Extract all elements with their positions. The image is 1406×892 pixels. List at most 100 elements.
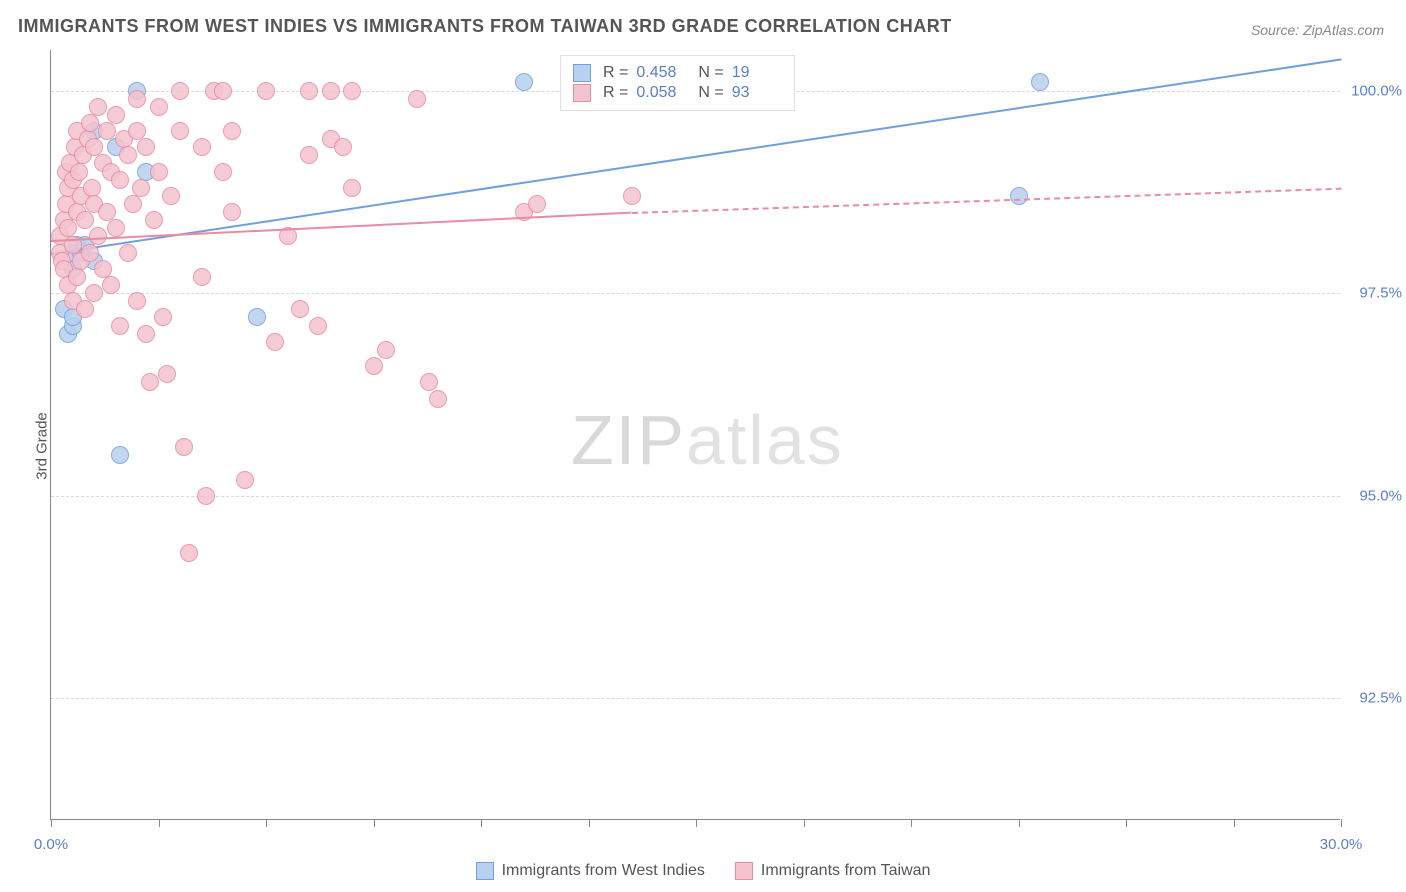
chart-title: IMMIGRANTS FROM WEST INDIES VS IMMIGRANT…	[18, 16, 952, 37]
data-point	[193, 138, 211, 156]
stats-row: R =0.058N =93	[573, 84, 782, 102]
legend-item-west-indies: Immigrants from West Indies	[476, 862, 705, 880]
data-point	[154, 308, 172, 326]
x-tick	[1341, 819, 1342, 827]
data-point	[111, 171, 129, 189]
data-point	[623, 187, 641, 205]
data-point	[94, 260, 112, 278]
x-tick	[804, 819, 805, 827]
data-point	[343, 179, 361, 197]
data-point	[81, 114, 99, 132]
x-tick	[481, 819, 482, 827]
data-point	[68, 268, 86, 286]
data-point	[119, 244, 137, 262]
stat-n-value: 93	[732, 84, 782, 102]
stats-box: R =0.458N =19R =0.058N =93	[560, 55, 795, 111]
bottom-legend: Immigrants from West Indies Immigrants f…	[0, 862, 1406, 880]
x-tick	[374, 819, 375, 827]
legend-label: Immigrants from Taiwan	[761, 862, 931, 880]
data-point	[132, 179, 150, 197]
trend-line	[51, 212, 632, 242]
data-point	[300, 146, 318, 164]
data-point	[291, 300, 309, 318]
data-point	[85, 284, 103, 302]
data-point	[528, 195, 546, 213]
data-point	[408, 90, 426, 108]
data-point	[119, 146, 137, 164]
data-point	[214, 82, 232, 100]
data-point	[111, 317, 129, 335]
data-point	[334, 138, 352, 156]
data-point	[180, 544, 198, 562]
data-point	[343, 82, 361, 100]
x-tick-label: 30.0%	[1320, 836, 1363, 853]
data-point	[223, 122, 241, 140]
x-tick	[911, 819, 912, 827]
data-point	[137, 138, 155, 156]
data-point	[107, 219, 125, 237]
gridline	[51, 698, 1340, 699]
data-point	[150, 163, 168, 181]
legend-swatch-icon	[476, 862, 494, 880]
data-point	[107, 106, 125, 124]
watermark-bold: ZIP	[571, 401, 686, 479]
data-point	[89, 98, 107, 116]
data-point	[98, 203, 116, 221]
x-tick	[51, 819, 52, 827]
data-point	[515, 73, 533, 91]
data-point	[158, 365, 176, 383]
data-point	[124, 195, 142, 213]
data-point	[70, 163, 88, 181]
data-point	[197, 487, 215, 505]
data-point	[128, 90, 146, 108]
stats-swatch-icon	[573, 84, 591, 102]
data-point	[76, 300, 94, 318]
data-point	[141, 373, 159, 391]
stats-swatch-icon	[573, 64, 591, 82]
x-tick	[1019, 819, 1020, 827]
data-point	[128, 122, 146, 140]
data-point	[1031, 73, 1049, 91]
y-tick-label: 95.0%	[1359, 487, 1402, 504]
data-point	[429, 390, 447, 408]
data-point	[300, 82, 318, 100]
stat-r-label: R =	[603, 84, 628, 102]
data-point	[145, 211, 163, 229]
data-point	[1010, 187, 1028, 205]
legend-item-taiwan: Immigrants from Taiwan	[735, 862, 931, 880]
data-point	[137, 325, 155, 343]
data-point	[128, 292, 146, 310]
data-point	[223, 203, 241, 221]
y-tick-label: 97.5%	[1359, 285, 1402, 302]
data-point	[322, 82, 340, 100]
data-point	[193, 268, 211, 286]
x-tick	[1234, 819, 1235, 827]
data-point	[76, 211, 94, 229]
data-point	[248, 308, 266, 326]
data-point	[377, 341, 395, 359]
data-point	[236, 471, 254, 489]
data-point	[309, 317, 327, 335]
data-point	[85, 138, 103, 156]
legend-swatch-icon	[735, 862, 753, 880]
data-point	[257, 82, 275, 100]
gridline	[51, 293, 1340, 294]
y-axis-label: 3rd Grade	[33, 412, 50, 480]
data-point	[420, 373, 438, 391]
y-tick-label: 92.5%	[1359, 690, 1402, 707]
x-tick	[266, 819, 267, 827]
x-tick	[159, 819, 160, 827]
data-point	[59, 219, 77, 237]
data-point	[162, 187, 180, 205]
data-point	[102, 276, 120, 294]
watermark-thin: atlas	[686, 401, 844, 479]
x-tick-label: 0.0%	[34, 836, 68, 853]
y-tick-label: 100.0%	[1351, 82, 1402, 99]
stat-r-value: 0.058	[636, 84, 686, 102]
data-point	[150, 98, 168, 116]
data-point	[365, 357, 383, 375]
stat-n-label: N =	[698, 64, 723, 82]
stat-r-value: 0.458	[636, 64, 686, 82]
scatter-plot: ZIPatlas 92.5%95.0%97.5%100.0%0.0%30.0%	[50, 50, 1340, 820]
data-point	[81, 244, 99, 262]
